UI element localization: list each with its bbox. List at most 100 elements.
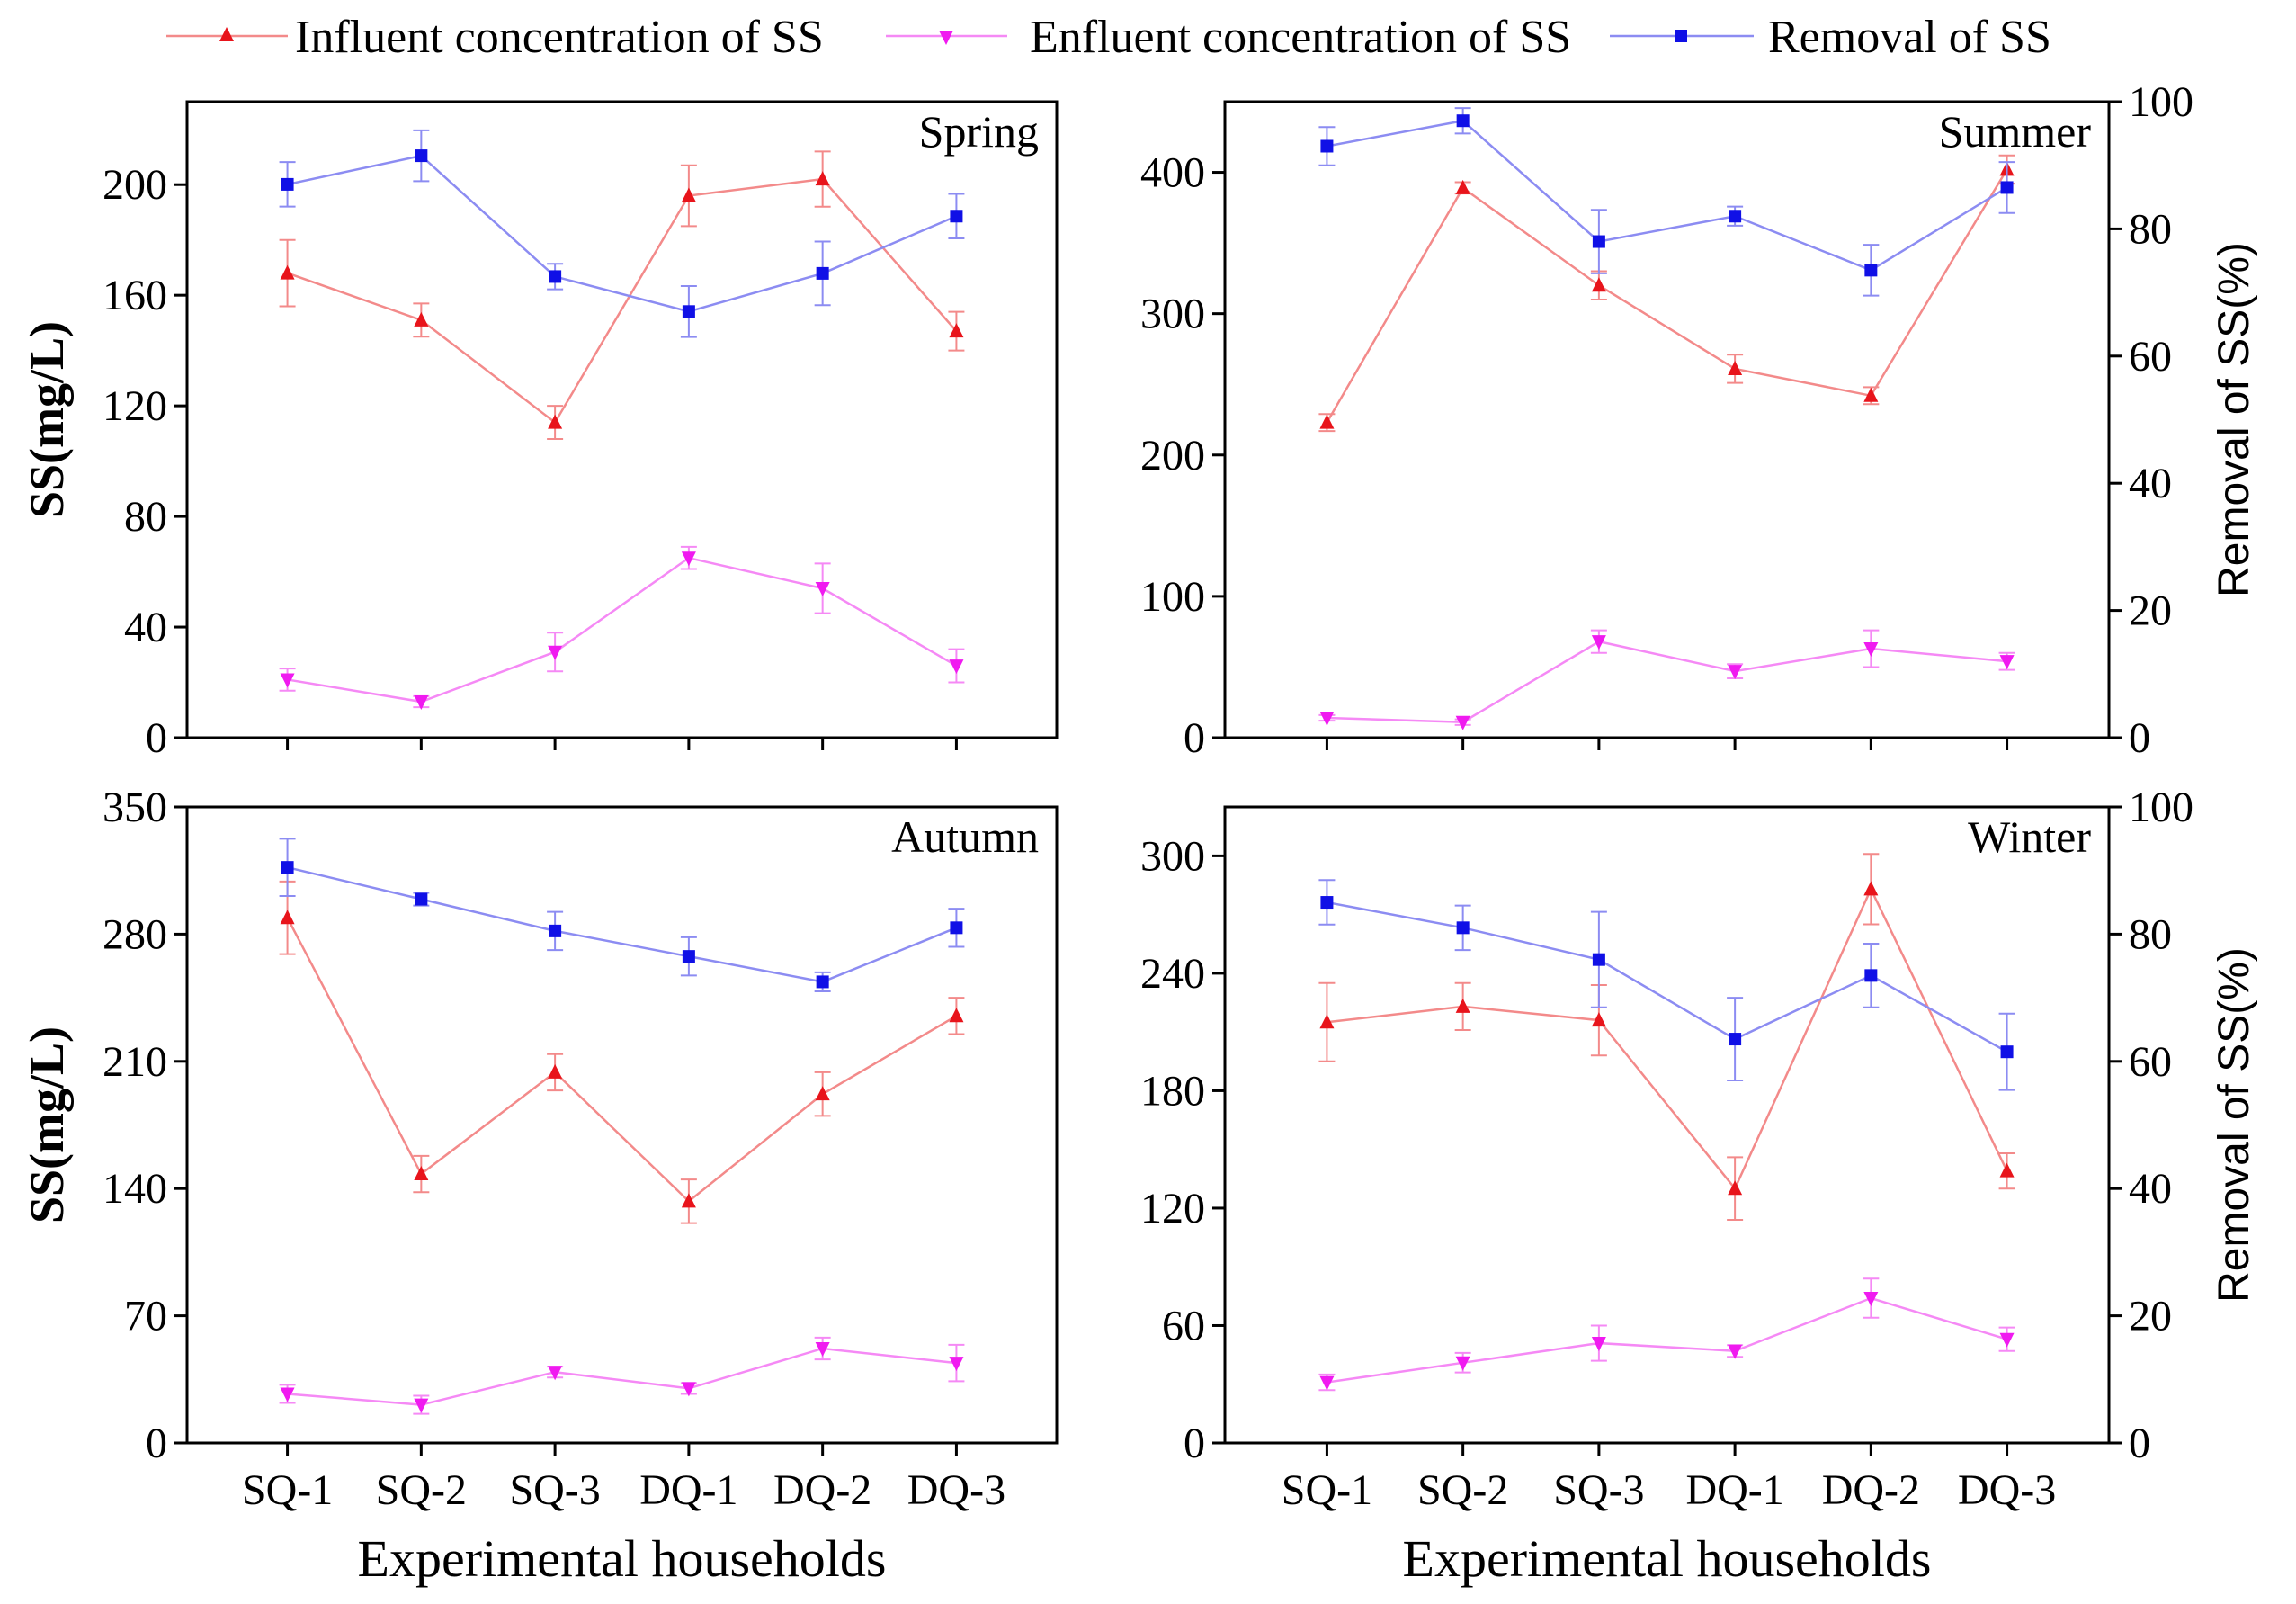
point-removal-spring-1 (415, 149, 428, 163)
series-line-effluent-autumn (287, 1347, 957, 1406)
y2tick-label-summer-4: 80 (2129, 205, 2172, 253)
ytick-label-spring-0: 0 (146, 714, 167, 762)
series-influent-spring (279, 150, 965, 441)
series-removal-summer (1318, 107, 2015, 297)
point-removal-summer-2 (1592, 235, 1605, 248)
point-removal-summer-5 (2000, 181, 2014, 194)
point-influent-autumn-4 (815, 1086, 830, 1101)
y2tick-label-winter-1: 20 (2129, 1293, 2172, 1340)
point-removal-summer-1 (1456, 114, 1470, 128)
point-influent-spring-4 (815, 171, 830, 186)
point-effluent-summer-4 (1863, 642, 1879, 658)
series-influent-autumn (279, 880, 965, 1224)
point-influent-winter-2 (1591, 1012, 1606, 1027)
legend-label-influent: Influent concentration of SS (295, 12, 824, 63)
series-removal-autumn (279, 838, 965, 993)
point-influent-winter-3 (1728, 1180, 1743, 1196)
point-removal-winter-5 (2000, 1045, 2014, 1059)
point-effluent-summer-2 (1591, 635, 1606, 650)
ytick-label-summer-4: 400 (1140, 149, 1205, 197)
point-influent-summer-2 (1591, 277, 1606, 292)
point-influent-spring-0 (280, 264, 295, 280)
legend-label-effluent: Enfluent concentration of SS (1030, 12, 1571, 63)
point-removal-autumn-3 (682, 950, 695, 963)
ytick-label-winter-5: 300 (1140, 832, 1205, 880)
point-effluent-autumn-2 (548, 1366, 563, 1381)
plot-frame-winter (1223, 805, 2111, 1445)
panels: 04080120160200SpringSS(mg/L)010020030040… (20, 78, 2258, 1588)
point-effluent-summer-3 (1728, 665, 1743, 680)
point-influent-spring-5 (949, 323, 964, 338)
ytick-label-winter-0: 0 (1184, 1420, 1205, 1467)
panel-title-winter: Winter (1968, 811, 2091, 862)
point-removal-summer-0 (1320, 139, 1334, 153)
point-influent-summer-3 (1728, 360, 1743, 375)
legend-marker-influent (219, 27, 234, 41)
ytick-label-spring-4: 160 (103, 272, 167, 319)
panel-autumn: 0 70 140 210 280 350 SQ-1 SQ-2 SQ-3 DQ-1 DQ-2 DQ-3 A… (20, 784, 1059, 1588)
legend-item-influent: Influent concentration of SS (166, 12, 824, 63)
ytick-label-autumn-5: 350 (103, 784, 167, 831)
point-removal-autumn-2 (549, 924, 562, 937)
point-effluent-spring-2 (548, 645, 563, 660)
ytick-label-summer-1: 100 (1140, 573, 1205, 621)
point-influent-winter-0 (1319, 1014, 1335, 1029)
point-influent-winter-5 (1999, 1162, 2015, 1178)
series-line-influent-summer (1326, 168, 2008, 424)
series-line-effluent-winter (1327, 1296, 2007, 1384)
y2tick-label-winter-4: 80 (2129, 910, 2172, 958)
y2tick-label-summer-3: 60 (2129, 333, 2172, 381)
series-effluent-autumn (279, 1336, 965, 1415)
point-influent-summer-4 (1863, 387, 1879, 402)
ytick-label-spring-3: 120 (103, 382, 167, 430)
point-removal-autumn-4 (816, 975, 829, 989)
xlabel-autumn: Experimental households (358, 1529, 887, 1588)
ytick-label-winter-3: 180 (1140, 1067, 1205, 1115)
series-line-removal-winter (1327, 901, 2008, 1053)
xlabel-winter: Experimental households (1403, 1529, 1932, 1588)
point-removal-summer-3 (1729, 210, 1742, 223)
point-removal-winter-3 (1729, 1033, 1742, 1046)
ylabel-right-summer: Removal of SS(%) (2211, 242, 2258, 597)
point-effluent-winter-2 (1591, 1337, 1606, 1352)
panel-summer: 0 100 200 300 400 0 20 40 60 80 100 Summer Removal o… (1140, 78, 2258, 762)
point-effluent-autumn-3 (681, 1382, 696, 1397)
ytick-label-summer-2: 200 (1140, 432, 1205, 479)
ytick-label-autumn-3: 210 (103, 1038, 167, 1086)
ytick-label-spring-5: 200 (103, 161, 167, 209)
ytick-label-autumn-2: 140 (103, 1165, 167, 1213)
series-line-removal-autumn (287, 865, 957, 983)
xtick-label-winter-2: SQ-3 (1553, 1466, 1644, 1514)
point-influent-autumn-5 (949, 1008, 964, 1023)
legend-marker-effluent (939, 31, 953, 45)
point-removal-spring-4 (816, 266, 829, 280)
legend-label-removal: Removal of SS (1768, 12, 2051, 63)
point-removal-winter-1 (1456, 921, 1470, 935)
legend-item-effluent: Enfluent concentration of SS (886, 12, 1571, 63)
panel-title-autumn: Autumn (891, 811, 1039, 862)
ytick-label-autumn-4: 280 (103, 910, 167, 958)
point-removal-spring-3 (682, 305, 695, 318)
y2tick-label-winter-2: 40 (2129, 1165, 2172, 1213)
point-removal-autumn-1 (415, 892, 428, 906)
point-influent-autumn-2 (548, 1063, 563, 1079)
xtick-label-winter-0: SQ-1 (1282, 1466, 1372, 1514)
series-line-effluent-spring (287, 556, 958, 703)
y2tick-label-summer-5: 100 (2129, 78, 2193, 126)
ylabel-right-winter: Removal of SS(%) (2211, 947, 2258, 1303)
ytick-label-winter-4: 240 (1140, 950, 1205, 998)
xtick-label-autumn-3: DQ-1 (639, 1466, 737, 1514)
point-removal-spring-5 (950, 210, 963, 223)
point-influent-spring-1 (414, 311, 429, 327)
series-line-removal-summer (1327, 119, 2008, 272)
legend: Influent concentration of SS Enfluent co… (166, 12, 2051, 63)
y2tick-label-winter-5: 100 (2129, 784, 2193, 831)
point-influent-winter-4 (1863, 881, 1879, 896)
xtick-label-autumn-4: DQ-2 (773, 1466, 871, 1514)
series-line-removal-spring (287, 154, 957, 313)
plot-frame-summer (1223, 100, 2111, 739)
point-removal-autumn-0 (281, 861, 294, 874)
ytick-label-winter-1: 60 (1162, 1302, 1205, 1349)
point-effluent-spring-5 (949, 659, 964, 675)
ytick-label-autumn-0: 0 (146, 1420, 167, 1467)
